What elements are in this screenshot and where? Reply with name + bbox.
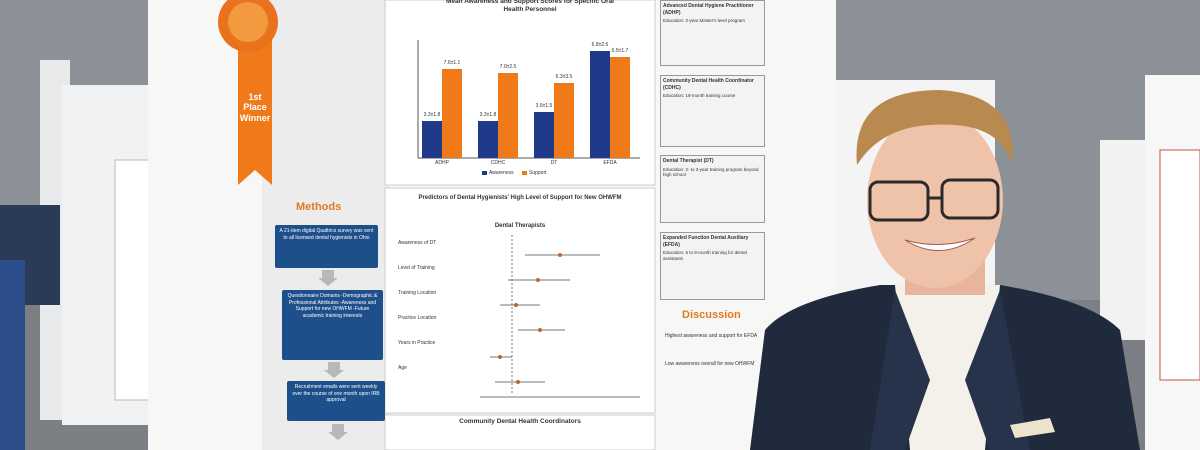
ribbon-graphic xyxy=(218,0,278,185)
bar-label: 3.3±1.8 xyxy=(479,112,497,118)
bar xyxy=(610,57,630,158)
box-title: Dental Therapist (DT) xyxy=(663,158,714,164)
method-step: Questionnaire Domains -Demographic & Pro… xyxy=(282,290,383,360)
person xyxy=(750,90,1140,450)
legend-label: Awareness xyxy=(489,170,514,176)
info-box: Expanded Function Dental Auxiliary (EFDA… xyxy=(660,232,765,300)
bar xyxy=(534,112,554,158)
box-text: Education: 18-month training course xyxy=(663,93,736,98)
forest-title: Predictors of Dental Hygienists' High Le… xyxy=(418,195,622,201)
box-title: Advanced Dental Hygiene Practitioner (AD… xyxy=(663,3,754,16)
bar xyxy=(478,121,498,158)
ribbon-line: Place xyxy=(243,102,267,113)
info-box: Dental Therapist (DT) Education: 2- to 3-… xyxy=(660,155,765,223)
bar xyxy=(422,121,442,158)
bar xyxy=(590,51,610,158)
forest-points xyxy=(498,253,562,384)
chart-title: Mean Awareness and Support Scores for Sp… xyxy=(446,0,614,14)
bar xyxy=(442,69,462,158)
forest-row: Age xyxy=(398,365,407,371)
legend-swatch xyxy=(522,171,527,175)
legend-label: Support xyxy=(529,170,547,176)
discussion-point: Highest awareness and support for EFDA xyxy=(665,333,758,339)
bar-label: 7.6±1.1 xyxy=(443,60,461,66)
category-label: CDHC xyxy=(490,160,506,166)
forest-row: Awareness of DT xyxy=(398,240,437,246)
discussion-point: Low awareness overall for new OHWFM xyxy=(665,361,755,367)
forest-row: Years in Practice xyxy=(398,340,436,346)
bar xyxy=(498,73,518,158)
category-label: DT xyxy=(550,160,558,166)
back-board xyxy=(1100,140,1150,340)
info-box: Community Dental Health Coordinator (CDH… xyxy=(660,75,765,147)
box-text: Education: 2- to 3-year training program… xyxy=(663,166,759,178)
forest-row: Practice Location xyxy=(398,315,437,321)
forest-subtitle: Dental Therapists xyxy=(494,223,546,229)
bar-label: 6.5±1.7 xyxy=(611,48,629,54)
bar-label: 6.8±2.5 xyxy=(591,42,609,48)
box-title: Community Dental Health Coordinator (CDH… xyxy=(663,78,754,91)
section-heading: Methods xyxy=(296,201,342,213)
info-box: Advanced Dental Hygiene Practitioner (AD… xyxy=(660,0,765,66)
next-title: Community Dental Health Coordinators xyxy=(459,418,581,425)
ribbon-line: 1st xyxy=(248,92,262,102)
forest-row: Training Location xyxy=(398,290,437,296)
section-heading: Discussion xyxy=(682,309,741,321)
bar-chart xyxy=(417,40,640,175)
bar-label: 7.0±2.5 xyxy=(499,64,517,70)
box-title: Expanded Function Dental Auxiliary (EFDA… xyxy=(663,235,749,248)
category-label: EFDA xyxy=(603,160,617,166)
box-text: Education: 6 to 8-month training for den… xyxy=(663,250,747,261)
bar-label: 3.6±1.5 xyxy=(535,103,553,109)
method-step: A 21-item digital Qualtrics survey was s… xyxy=(275,225,378,268)
bar xyxy=(554,83,574,158)
method-step: Recruitment emails were sent weekly over… xyxy=(287,381,385,421)
right-poster xyxy=(1159,149,1200,381)
method-arrows xyxy=(318,270,348,440)
visitor xyxy=(0,260,25,450)
forest-plot xyxy=(480,235,640,398)
forest-panel xyxy=(384,187,656,414)
ribbon-line: Winner xyxy=(239,112,271,123)
legend-swatch xyxy=(482,171,487,175)
bar-label: 3.3±1.8 xyxy=(423,112,441,118)
category-label: ADHP xyxy=(435,160,449,166)
forest-row: Level of Training xyxy=(398,265,435,271)
ribbon-text: 1st Place Winner xyxy=(238,92,272,123)
bar-label: 6.3±3.5 xyxy=(555,74,573,80)
box-text: Education: 2-year Master's level program xyxy=(663,18,745,23)
cdhc-panel xyxy=(384,414,656,450)
